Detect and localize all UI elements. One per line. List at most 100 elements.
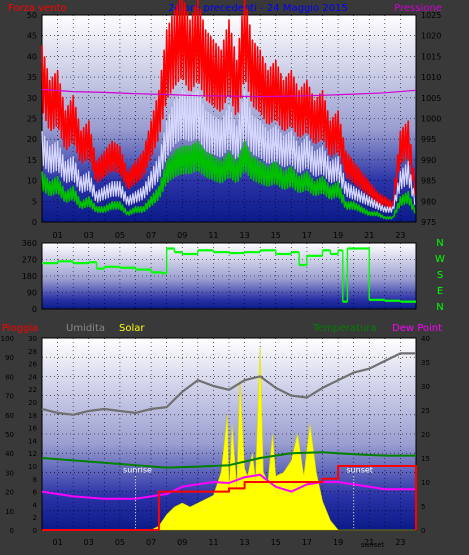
compass-label: E [437,286,443,297]
rain-tick-label: 22 [28,386,37,394]
rain-tick-label: 4 [33,501,38,509]
compass-label: N [436,238,443,249]
wind-axis-label: Forza vento [8,3,67,14]
x-tick-label: 09 [177,231,187,240]
rain-tick-label: 0 [33,527,37,535]
compass-label: W [435,254,445,265]
x-tick-label: 03 [84,231,94,240]
wind-gust-line [41,0,416,210]
rain-tick-label: 6 [33,489,38,497]
direction-tick-label: 0 [32,305,37,314]
x-tick-label: 13 [239,231,249,240]
humidity-tick-label: 50 [5,431,14,439]
rain-tick-label: 30 [28,335,37,343]
rain-tick-label: 16 [28,425,37,433]
direction-tick-label: 90 [27,289,37,298]
wind-tick-label: 35 [27,73,37,82]
pressure-line [41,88,417,98]
wind-tick-label: 15 [27,156,37,165]
x-tick-label: 15 [271,231,281,240]
rain-tick-label: 18 [28,412,37,420]
wind-tick-label: 25 [27,115,37,124]
x-tick-label: 19 [333,231,343,240]
rain-tick-label: 24 [28,373,37,381]
direction-tick-label: 270 [22,256,37,265]
wind-lull-line [41,140,416,220]
pressure-tick-label: 1025 [421,11,441,20]
x-tick-label: 15 [271,538,281,547]
x-tick-label: 11 [208,231,218,240]
temperature-tick-label: 20 [421,431,430,439]
humidity-tick-label: 0 [10,527,14,535]
pressure-tick-label: 990 [421,156,436,165]
pressure-tick-label: 1015 [421,52,441,61]
pressure-axis-label: Pressione [394,3,442,14]
direction-tick-label: 360 [22,239,37,248]
humidity-tick-label: 80 [5,373,14,381]
humidity-tick-label: 10 [5,508,14,516]
humidity-tick-label: 60 [5,412,14,420]
pressure-tick-label: 995 [421,135,436,144]
humidity-tick-label: 30 [5,469,14,477]
wind-pressure-panel: Forza vento 24 ore precedenti - 24 Maggi… [8,0,442,240]
wind-tick-label: 50 [27,11,37,20]
temperature-line [41,451,416,469]
humidity-tick-label: 20 [5,489,14,497]
rain-tick-label: 26 [28,361,37,369]
temperature-tick-label: 25 [421,407,430,415]
rain-tick-label: 12 [28,450,37,458]
rain-tick-label: 10 [28,463,37,471]
humidity-tick-label: 100 [1,335,14,343]
rain-temperature-panel: Pioggia Umidita Solar Temperatura Dew Po… [1,323,442,549]
sunset-tick-label: sunset [361,541,384,549]
x-tick-label: 09 [177,538,187,547]
chart-title: 24 ore precedenti - 24 Maggio 2015 [168,3,348,14]
temperature-tick-label: 15 [421,455,430,463]
humidity-line [41,352,416,416]
x-tick-label: 19 [333,538,343,547]
wind-tick-label: 20 [27,135,37,144]
x-tick-label: 11 [208,538,218,547]
rain-line [42,465,417,531]
pressure-tick-label: 980 [421,197,436,206]
pressure-tick-label: 985 [421,177,436,186]
x-tick-label: 23 [395,231,405,240]
dewpoint-line [41,473,416,500]
rain-tick-label: 8 [33,476,37,484]
rain-tick-label: 14 [28,437,37,445]
sunset-label: sunset [346,465,373,474]
pressure-tick-label: 1005 [421,94,441,103]
wind-tick-label: 30 [27,94,37,103]
rain-tick-label: 20 [28,399,37,407]
dewpoint-axis-label: Dew Point [392,323,442,334]
temperature-tick-label: 35 [421,359,430,367]
rain-tick-label: 2 [33,514,37,522]
compass-label: N [436,302,443,313]
x-tick-label: 21 [364,538,374,547]
humidity-tick-label: 90 [5,354,14,362]
temperature-tick-label: 30 [421,383,430,391]
humidity-tick-label: 70 [5,393,14,401]
pressure-tick-label: 1010 [421,73,441,82]
x-tick-label: 21 [364,231,374,240]
compass-label: S [437,270,443,281]
humidity-tick-label: 40 [5,450,14,458]
wind-tick-label: 10 [27,177,37,186]
x-tick-label: 23 [395,538,405,547]
x-tick-label: 17 [302,231,312,240]
sunrise-label: sunrise [123,465,152,474]
x-tick-label: 05 [115,538,125,547]
rain-tick-label: 28 [28,348,37,356]
temperature-axis-label: Temperatura [312,323,377,334]
wind-tick-label: 40 [27,52,37,61]
x-tick-label: 03 [84,538,94,547]
wind-tick-label: 0 [32,218,37,227]
pressure-tick-label: 1000 [421,115,441,124]
wind-tick-label: 45 [27,32,37,41]
humidity-axis-label: Umidita [66,323,105,334]
pressure-tick-label: 1020 [421,32,441,41]
x-tick-label: 01 [52,538,62,547]
